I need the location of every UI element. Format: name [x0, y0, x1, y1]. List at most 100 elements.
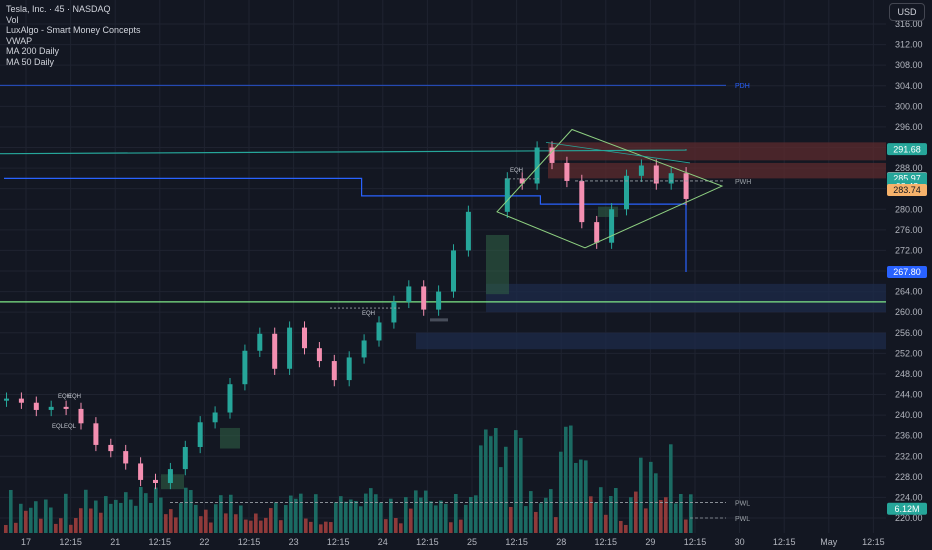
volume-bar	[664, 497, 668, 533]
volume-bar	[154, 487, 158, 533]
volume-bar	[4, 525, 8, 533]
currency-button[interactable]: USD	[889, 3, 925, 21]
price-tick-label: 300.00	[895, 101, 923, 111]
volume-bar	[669, 444, 673, 533]
volume-bar	[19, 503, 23, 533]
volume-bar	[689, 494, 693, 533]
candle-body[interactable]	[108, 444, 114, 452]
candle-body[interactable]	[406, 286, 412, 302]
candles[interactable]	[4, 141, 689, 490]
candle-body[interactable]	[78, 408, 84, 424]
indicator-vwap[interactable]: VWAP	[6, 35, 33, 46]
level-label: PWH	[735, 179, 751, 186]
volume-bar	[624, 524, 628, 533]
candle-body[interactable]	[609, 209, 615, 243]
volume-bar	[184, 487, 188, 533]
candle-body[interactable]	[242, 350, 248, 385]
candle-body[interactable]	[504, 178, 510, 212]
candle-body[interactable]	[683, 173, 689, 199]
candle-body[interactable]	[182, 446, 188, 470]
candle-body[interactable]	[257, 333, 263, 351]
volume-bar	[469, 496, 473, 533]
volume-bar	[649, 461, 653, 533]
candle-body[interactable]	[63, 406, 69, 409]
volume-bar	[39, 518, 43, 533]
candle-body[interactable]	[167, 469, 173, 484]
time-tick-label: 17	[21, 537, 31, 547]
candle-body[interactable]	[594, 222, 600, 243]
time-tick-label: 12:15	[505, 537, 528, 547]
time-tick-label: 12:15	[862, 537, 885, 547]
candle-body[interactable]	[519, 178, 525, 184]
volume-bar	[319, 524, 323, 533]
candle-body[interactable]	[638, 165, 644, 176]
volume-bar	[304, 518, 308, 533]
indicator-vol[interactable]: Vol	[6, 14, 19, 25]
candle-body[interactable]	[123, 451, 129, 464]
volume-bar	[584, 460, 588, 533]
candle-body[interactable]	[197, 422, 203, 447]
volume-bar	[564, 426, 568, 533]
candle-body[interactable]	[361, 340, 367, 358]
volume-bar	[179, 503, 183, 533]
candle-body[interactable]	[564, 162, 570, 181]
candle-body[interactable]	[549, 147, 555, 163]
price-badge-label: 291.68	[893, 144, 921, 154]
price-badge	[887, 143, 927, 156]
candle-body[interactable]	[302, 327, 307, 349]
candle-body[interactable]	[153, 479, 158, 484]
candle-body[interactable]	[33, 402, 39, 410]
indicator-ma200[interactable]: MA 200 Daily	[6, 46, 60, 56]
candle-body[interactable]	[212, 412, 218, 423]
volume-bar	[309, 521, 313, 533]
candle-body[interactable]	[668, 173, 674, 184]
price-tick-label: 228.00	[895, 472, 923, 482]
candle-body[interactable]	[391, 301, 397, 323]
indicator-smc[interactable]: LuxAlgo - Smart Money Concepts	[6, 25, 141, 35]
candle-body[interactable]	[534, 147, 540, 184]
volume-bar	[499, 467, 503, 533]
candle-body[interactable]	[331, 361, 337, 381]
candle-body[interactable]	[287, 327, 293, 369]
candle-body[interactable]	[316, 348, 322, 362]
time-axis[interactable]: 17 12:15 21 12:15 22 12:15 23 12:15 24 12:15 25 12:…	[0, 533, 932, 550]
symbol-title[interactable]: Tesla, Inc. · 45 · NASDAQ	[6, 4, 111, 14]
volume-bar	[209, 522, 213, 533]
candle-body[interactable]	[227, 384, 233, 413]
volume-bar	[274, 502, 278, 533]
candle-body[interactable]	[4, 398, 9, 401]
candle-body[interactable]	[376, 322, 382, 341]
volume-bar	[49, 507, 53, 533]
candle-body[interactable]	[48, 406, 54, 410]
candle-body[interactable]	[624, 175, 629, 210]
candle-body[interactable]	[436, 291, 442, 310]
candle-body[interactable]	[579, 180, 585, 223]
volume-bar	[654, 473, 658, 533]
price-tick-label: 232.00	[895, 451, 923, 461]
price-tick-label: 316.00	[895, 19, 923, 29]
level-label: PDH	[735, 83, 750, 90]
price-tick-label: 248.00	[895, 369, 923, 379]
indicator-ma50[interactable]: MA 50 Daily	[6, 56, 55, 67]
volume-bar	[9, 489, 13, 533]
candle-body[interactable]	[451, 250, 456, 292]
volume-bar	[204, 509, 208, 533]
candle-body[interactable]	[272, 333, 278, 369]
candle-body[interactable]	[138, 463, 144, 480]
candle-body[interactable]	[421, 286, 427, 310]
price-badge-label: 6.12M	[894, 504, 919, 514]
candle-body[interactable]	[465, 211, 471, 251]
volume-bar	[89, 508, 93, 533]
volume-bar	[124, 492, 128, 533]
price-tick-label: 256.00	[895, 328, 923, 338]
volume-bar	[594, 502, 598, 533]
volume-bar	[659, 500, 663, 533]
candle-body[interactable]	[93, 423, 99, 445]
candle-body[interactable]	[653, 165, 659, 184]
volume-bar	[549, 489, 553, 533]
candle-body[interactable]	[346, 357, 352, 381]
volume-bar	[559, 451, 563, 533]
volume-bar	[149, 502, 153, 533]
candle-body[interactable]	[18, 398, 24, 403]
